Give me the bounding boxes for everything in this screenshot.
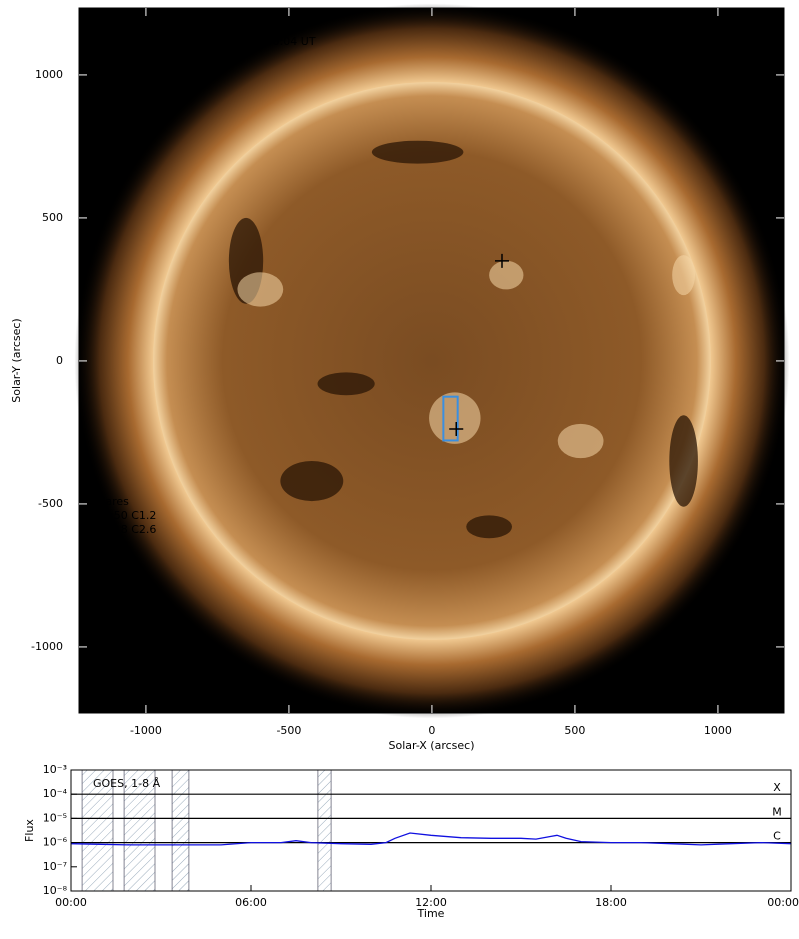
x-tick-label: 06:00 bbox=[235, 896, 267, 909]
bright-region bbox=[672, 255, 696, 296]
coronal-hole bbox=[371, 140, 464, 164]
x-tick-label: 00:00 bbox=[55, 896, 87, 909]
flare-annotation: 11:18 C2.6 bbox=[96, 523, 156, 536]
x-tick-label: 0 bbox=[428, 724, 435, 737]
x-axis-title: Solar-X (arcsec) bbox=[389, 739, 475, 752]
flare-annotation: Flares bbox=[96, 495, 129, 508]
flux-line bbox=[70, 832, 792, 846]
bright-region bbox=[557, 423, 604, 459]
y-tick-label: 10⁻⁴ bbox=[43, 787, 68, 800]
region-box bbox=[442, 395, 459, 442]
y-tick-label: 10⁻³ bbox=[43, 763, 67, 776]
x-tick-label: 00:00 bbox=[767, 896, 799, 909]
y-tick-label: 10⁻⁸ bbox=[43, 884, 68, 897]
flare-annotation: 10:50 C1.2 bbox=[96, 509, 156, 522]
y-tick-label: 10⁻⁶ bbox=[43, 836, 68, 849]
bright-region bbox=[237, 272, 284, 307]
y-tick-label: -500 bbox=[38, 497, 63, 510]
y-tick-label: 1000 bbox=[35, 68, 63, 81]
y-tick-label: 10⁻⁵ bbox=[43, 811, 67, 824]
coronal-hole bbox=[280, 461, 344, 502]
data-gap bbox=[81, 769, 114, 892]
crosshair-marker bbox=[449, 421, 464, 436]
x-axis-title: Time bbox=[417, 907, 445, 920]
flare-class-label: C bbox=[773, 830, 781, 843]
y-tick-label: -1000 bbox=[31, 640, 63, 653]
solar-image-panel: -1000 -500 0 500 1000 -1000 -500 0 500 1000 Solar-… bbox=[10, 3, 790, 752]
x-tick-label: -1000 bbox=[130, 724, 162, 737]
coronal-hole bbox=[466, 515, 513, 539]
bright-region bbox=[429, 392, 481, 444]
y-tick-label: 0 bbox=[56, 354, 63, 367]
coronal-hole bbox=[317, 372, 375, 396]
x-tick-label: -500 bbox=[276, 724, 301, 737]
crosshair-marker bbox=[495, 253, 509, 268]
legend-entry: GOES, 1-8 Å bbox=[93, 777, 161, 790]
solar-disk bbox=[153, 82, 711, 640]
coronal-hole bbox=[669, 415, 698, 507]
image-title: AIA 0193, 9-Nov-2023, 12:00:04 UT bbox=[120, 35, 316, 48]
data-gap bbox=[317, 769, 332, 892]
flare-class-label: X bbox=[773, 781, 781, 794]
flare-class-label: M bbox=[772, 805, 782, 818]
data-gap bbox=[171, 769, 190, 892]
x-tick-label: 12:00 bbox=[415, 896, 447, 909]
y-tick-label: 10⁻⁷ bbox=[43, 860, 67, 873]
y-axis-title: Solar-Y (arcsec) bbox=[10, 318, 23, 402]
y-axis-title: Flux bbox=[23, 819, 36, 842]
x-tick-label: 1000 bbox=[704, 724, 732, 737]
y-tick-label: 500 bbox=[42, 211, 63, 224]
x-tick-label: 500 bbox=[564, 724, 585, 737]
bright-region bbox=[489, 260, 524, 290]
data-gap bbox=[123, 769, 156, 892]
x-tick-label: 18:00 bbox=[595, 896, 627, 909]
